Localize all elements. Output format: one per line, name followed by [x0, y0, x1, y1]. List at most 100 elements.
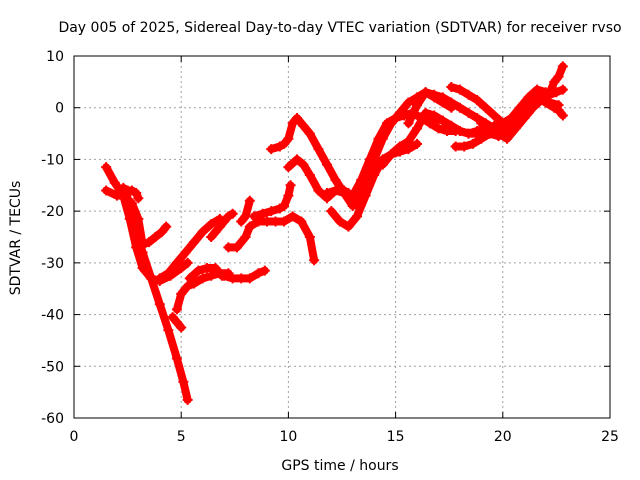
data-point [176, 322, 187, 333]
data-point [201, 263, 212, 274]
data-point [369, 154, 380, 165]
data-point [412, 100, 423, 111]
data-point [352, 200, 363, 211]
data-point [161, 221, 172, 232]
data-point [287, 211, 298, 222]
data-point [549, 76, 560, 87]
data-point [129, 216, 140, 227]
data-point [206, 219, 217, 230]
data-point [467, 138, 478, 149]
series-arc-11 [223, 211, 320, 266]
data-point [236, 273, 247, 284]
data-point [266, 144, 277, 155]
y-tick-label: -30 [41, 256, 64, 272]
data-point [472, 113, 483, 124]
data-point [377, 133, 388, 144]
series-line [155, 214, 224, 283]
data-point [279, 216, 290, 227]
data-point [429, 113, 440, 124]
data-point [433, 123, 444, 134]
x-tick-label: 0 [70, 429, 79, 445]
data-point [403, 97, 414, 108]
data-point [109, 177, 120, 188]
data-point [227, 273, 238, 284]
data-point [279, 138, 290, 149]
data-point [553, 105, 564, 116]
data-point [420, 87, 431, 98]
data-point [283, 133, 294, 144]
y-tick-label: -60 [41, 411, 64, 427]
data-point [454, 84, 465, 95]
y-tick-label: -40 [41, 308, 64, 324]
data-point [330, 175, 341, 186]
data-point [249, 211, 260, 222]
data-point [133, 193, 144, 204]
data-point [330, 185, 341, 196]
data-point [279, 200, 290, 211]
data-point [497, 118, 508, 129]
data-point [283, 162, 294, 173]
data-point [446, 120, 457, 131]
data-point [266, 206, 277, 217]
data-point [313, 144, 324, 155]
data-point [334, 216, 345, 227]
y-tick-label: -50 [41, 359, 64, 375]
data-point [244, 221, 255, 232]
data-point [412, 138, 423, 149]
data-point [412, 123, 423, 134]
data-point [544, 87, 555, 98]
data-point [313, 185, 324, 196]
data-point [394, 107, 405, 118]
data-point [150, 232, 161, 242]
data-point [163, 325, 174, 336]
data-point [193, 265, 204, 276]
data-point [472, 94, 483, 105]
plot-frame [73, 55, 611, 419]
data-point [459, 141, 470, 152]
y-axis-label: SDTVAR / TECUs [8, 181, 24, 296]
data-point [463, 89, 474, 100]
data-point [403, 118, 414, 129]
series-arc-26 [523, 92, 568, 121]
data-point [210, 226, 221, 237]
data-point [176, 263, 187, 274]
data-point [446, 82, 457, 93]
data-point [437, 115, 448, 126]
data-point [261, 216, 272, 227]
data-point [343, 188, 354, 199]
series-layer [101, 61, 568, 405]
data-point [231, 242, 242, 253]
x-tick-label: 25 [601, 429, 619, 445]
data-point [206, 232, 217, 242]
data-point [446, 97, 457, 108]
data-point [182, 394, 193, 405]
data-point [557, 61, 568, 72]
data-point [493, 128, 504, 139]
data-point [270, 216, 281, 227]
data-point [144, 237, 155, 248]
data-point [291, 113, 302, 124]
data-point [171, 257, 182, 268]
data-point [214, 221, 225, 232]
series-arc-9 [206, 208, 238, 242]
data-point [223, 242, 234, 253]
data-point [285, 180, 296, 191]
data-point [321, 188, 332, 199]
data-point [523, 94, 534, 105]
x-tick-label: 5 [177, 429, 186, 445]
series-arc-3 [120, 185, 193, 405]
data-point [298, 159, 309, 170]
data-point [240, 232, 251, 242]
data-point [321, 159, 332, 170]
data-point [189, 237, 200, 248]
data-point [304, 128, 315, 139]
data-point [309, 255, 320, 266]
data-point [167, 312, 178, 323]
series-arc-10 [219, 265, 270, 284]
series-arc-13 [249, 180, 296, 222]
data-point [489, 110, 500, 121]
data-point [519, 113, 530, 124]
data-point [101, 162, 112, 173]
data-point [472, 125, 483, 136]
